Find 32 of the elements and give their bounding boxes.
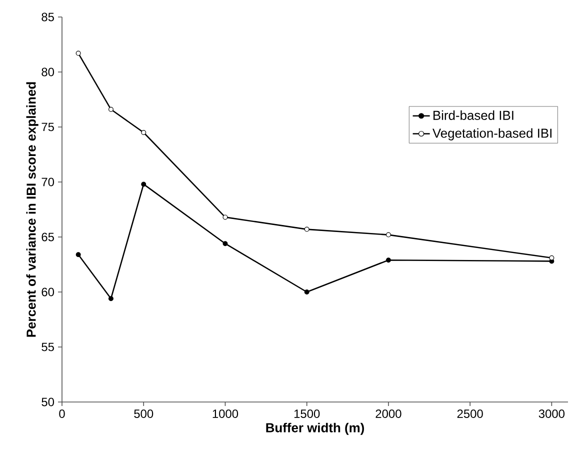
- legend-label: Bird-based IBI: [434, 110, 514, 120]
- x-tick-label: 1500: [294, 410, 320, 418]
- point: [108, 296, 114, 302]
- point: [386, 258, 391, 263]
- point: [141, 182, 146, 187]
- y-axis-title: Percent of variance in IBI score explained: [26, 82, 38, 337]
- x-tick-label: 2500: [457, 410, 483, 418]
- point: [76, 252, 81, 258]
- x-tick-label: 3000: [538, 410, 565, 418]
- point: [222, 214, 228, 220]
- x-axis-title: Buffer width (m): [266, 422, 364, 435]
- point: [222, 241, 228, 246]
- y-tick-label: 85: [42, 12, 54, 22]
- x-tick-label: 1000: [212, 410, 238, 418]
- point: [304, 226, 310, 232]
- y-tick-label: 50: [42, 398, 54, 406]
- legend-label: Vegetation-based IBI: [432, 128, 552, 140]
- point: [549, 255, 554, 260]
- point: [76, 50, 81, 56]
- point: [304, 290, 310, 294]
- point: [141, 130, 146, 135]
- x-tick-label: 0: [59, 410, 65, 418]
- point: [386, 232, 391, 238]
- y-tick-label: 60: [42, 288, 54, 296]
- x-tick-label: 2000: [376, 410, 402, 418]
- y-tick-label: 65: [42, 232, 54, 242]
- y-tick-label: 80: [42, 68, 54, 76]
- x-tick-label: 500: [134, 410, 154, 418]
- point: [108, 106, 114, 112]
- y-tick-label: 70: [42, 178, 54, 186]
- y-tick-label: 55: [42, 342, 54, 352]
- y-tick-label: 75: [42, 122, 54, 132]
